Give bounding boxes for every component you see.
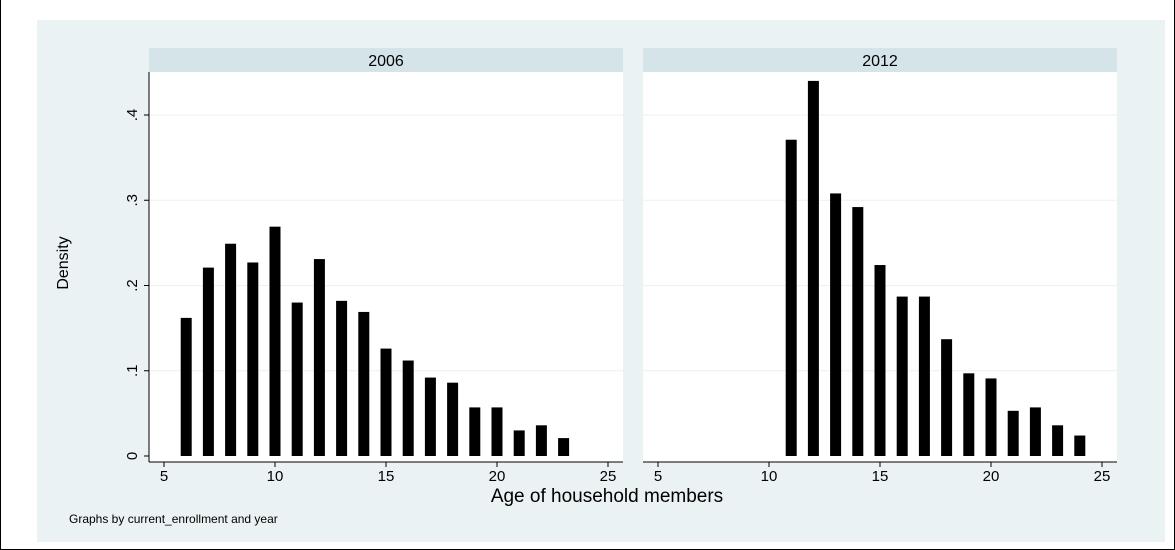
bar-2006-7 <box>202 267 214 456</box>
x-tick-label-2006-15: 15 <box>378 468 395 485</box>
x-tick-label-2012-5: 5 <box>654 468 662 485</box>
x-axis-title: Age of household members <box>491 486 723 507</box>
x-tick-label-2006-5: 5 <box>160 468 168 485</box>
x-tick-label-2006-10: 10 <box>267 468 284 485</box>
bar-2012-21 <box>1007 410 1019 456</box>
y-tick-label-4: .4 <box>124 109 141 122</box>
x-tick-label-2006-20: 20 <box>489 468 506 485</box>
bar-2006-13 <box>336 300 348 456</box>
bar-2012-12 <box>807 80 819 457</box>
bar-2006-8 <box>225 243 237 456</box>
y-tick-label-3: .3 <box>124 194 141 207</box>
bar-2006-9 <box>247 262 259 456</box>
x-tick-label-2012-25: 25 <box>1094 468 1111 485</box>
panel-header-2006 <box>149 48 623 72</box>
graph-note: Graphs by current_enrollment and year <box>69 512 278 526</box>
bar-2012-11 <box>785 139 797 456</box>
x-tick-label-2012-20: 20 <box>983 468 1000 485</box>
bar-2012-23 <box>1052 425 1064 456</box>
bar-2006-11 <box>291 302 303 456</box>
bar-2012-19 <box>963 373 975 456</box>
bar-2012-14 <box>852 207 864 456</box>
bar-2006-20 <box>491 407 503 456</box>
bar-2006-21 <box>513 430 525 456</box>
bar-2006-15 <box>380 348 392 456</box>
bar-2006-17 <box>424 377 436 456</box>
y-tick-label-2: .2 <box>124 279 141 292</box>
panel-title-2012: 2012 <box>862 53 898 70</box>
y-axis-title: Density <box>55 236 72 289</box>
bar-2012-15 <box>874 265 886 456</box>
bar-2006-12 <box>313 259 325 456</box>
bar-2006-14 <box>358 311 370 456</box>
bar-2012-22 <box>1029 407 1041 456</box>
bar-2012-17 <box>918 296 930 456</box>
y-tick-label-1: .1 <box>124 364 141 377</box>
bar-2006-16 <box>402 360 414 456</box>
panel-header-2012 <box>643 48 1117 72</box>
bar-2006-22 <box>535 425 547 456</box>
bar-2006-10 <box>269 226 281 456</box>
x-tick-label-2012-15: 15 <box>872 468 889 485</box>
bar-2012-24 <box>1074 435 1086 456</box>
bar-2012-20 <box>985 378 997 456</box>
bar-2012-18 <box>941 339 953 456</box>
bar-2006-6 <box>180 317 192 456</box>
y-tick-label-0: 0 <box>124 452 141 460</box>
x-tick-label-2006-25: 25 <box>600 468 617 485</box>
bar-2006-18 <box>447 382 459 456</box>
x-tick-label-2012-10: 10 <box>761 468 778 485</box>
bar-2006-23 <box>558 438 570 456</box>
bar-2006-19 <box>469 407 481 456</box>
panel-title-2006: 2006 <box>368 53 404 70</box>
bar-2012-13 <box>830 193 842 456</box>
bar-2012-16 <box>896 296 908 456</box>
